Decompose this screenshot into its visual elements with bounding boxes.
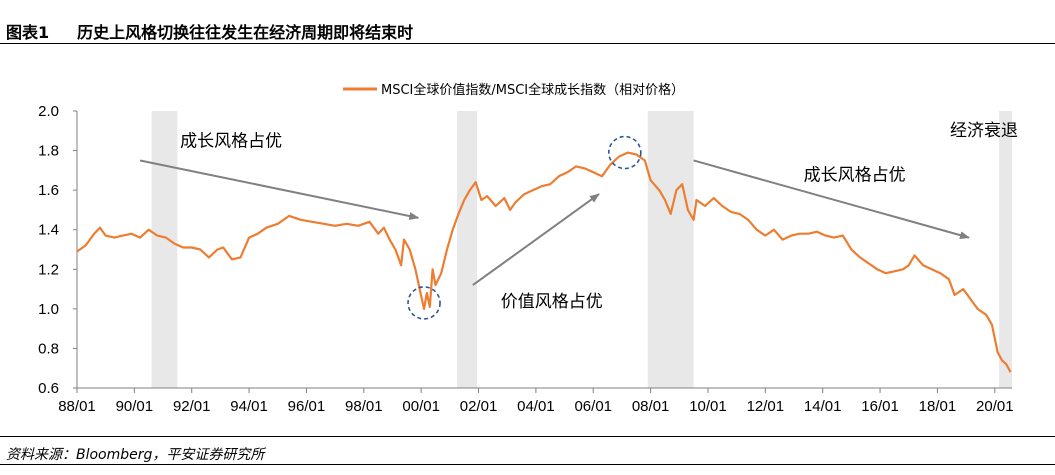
recession-band xyxy=(999,111,1012,388)
recession-band xyxy=(457,111,478,388)
footer-rule-bottom xyxy=(0,464,1055,465)
y-tick-label: 2.0 xyxy=(38,103,59,120)
x-tick-label: 10/01 xyxy=(689,398,727,415)
footer-rule-top xyxy=(0,436,1055,437)
recession-band xyxy=(151,111,178,388)
highlight-circle xyxy=(608,135,642,170)
series-line xyxy=(76,151,1012,373)
annotation-label: 价值风格占优 xyxy=(501,292,603,312)
legend-label: MSCI全球价值指数/MSCI全球成长指数（相对价格） xyxy=(381,82,684,98)
annotation-arrow xyxy=(139,159,420,220)
x-tick-label: 16/01 xyxy=(861,398,899,415)
x-tick-label: 12/01 xyxy=(747,398,785,415)
y-tick-label: 1.4 xyxy=(38,222,59,239)
x-tick-label: 90/01 xyxy=(116,398,154,415)
figure-header: 图表1 历史上风格切换往往发生在经济周期即将结束时 xyxy=(0,0,1055,44)
x-tick-label: 08/01 xyxy=(632,398,670,415)
x-tick-label: 98/01 xyxy=(345,398,383,415)
recession-band xyxy=(647,111,694,388)
x-tick-label: 14/01 xyxy=(804,398,842,415)
x-tick-label: 02/01 xyxy=(460,398,498,415)
source-note: 资料来源：Bloomberg，平安证券研究所 xyxy=(6,447,265,463)
x-tick-label: 20/01 xyxy=(976,398,1014,415)
y-tick-label: 0.6 xyxy=(38,380,59,397)
x-tick-label: 18/01 xyxy=(919,398,957,415)
x-tick-label: 00/01 xyxy=(402,398,440,415)
x-tick-label: 88/01 xyxy=(58,398,96,415)
recession-label: 经济衰退 xyxy=(950,121,1018,141)
annotation-arrow xyxy=(472,193,600,286)
annotation-arrow xyxy=(693,159,970,240)
header-rule xyxy=(0,43,1055,44)
annotation-label: 成长风格占优 xyxy=(804,165,906,185)
figure-label: 图表1 xyxy=(6,23,50,42)
y-tick-label: 1.8 xyxy=(38,143,59,160)
y-tick-label: 1.0 xyxy=(38,301,59,318)
y-tick-label: 0.8 xyxy=(38,340,59,357)
annotation-label: 成长风格占优 xyxy=(180,131,282,151)
y-tick-label: 1.2 xyxy=(38,261,59,278)
line-chart: 0.6 0.8 1.0 1.2 1.4 1.6 1.8 2.0 88/01 90/01 92/01 9… xyxy=(38,82,1018,415)
figure-title: 图表1 历史上风格切换往往发生在经济周期即将结束时 xyxy=(6,19,413,43)
chart-area: 0.6 0.8 1.0 1.2 1.4 1.6 1.8 2.0 88/01 90/01 92/01 9… xyxy=(0,44,1055,436)
x-tick-label: 94/01 xyxy=(230,398,268,415)
x-tick-label: 06/01 xyxy=(574,398,612,415)
y-tick-label: 1.6 xyxy=(38,182,59,199)
figure-footer: 资料来源：Bloomberg，平安证券研究所 xyxy=(0,436,1055,475)
x-tick-label: 92/01 xyxy=(173,398,211,415)
figure-title-text: 历史上风格切换往往发生在经济周期即将结束时 xyxy=(77,23,414,42)
x-tick-label: 96/01 xyxy=(288,398,326,415)
highlight-circle xyxy=(407,286,441,320)
x-tick-label: 04/01 xyxy=(517,398,555,415)
